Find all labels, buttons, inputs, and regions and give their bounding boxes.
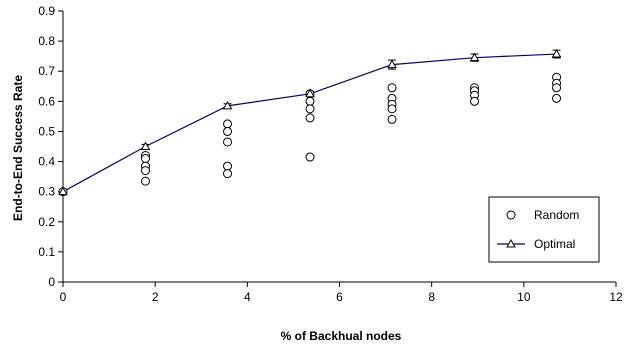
legend-box <box>488 196 600 263</box>
legend-marker-optimal <box>506 238 516 248</box>
optimal-point <box>551 49 562 58</box>
legend-label-optimal: Optimal <box>534 237 575 251</box>
x-axis-title: % of Backhual nodes <box>281 329 402 343</box>
y-tick-label: 0.2 <box>38 215 55 229</box>
y-tick-label: 0.5 <box>38 124 55 138</box>
y-tick-label: 0.9 <box>38 4 55 18</box>
random-point <box>140 166 150 176</box>
optimal-point <box>387 59 397 69</box>
legend-label-random: Random <box>534 208 579 222</box>
y-tick-label: 0.7 <box>38 64 55 78</box>
x-tick-label: 10 <box>517 290 531 304</box>
legend-marker-random <box>506 210 516 220</box>
random-point <box>552 83 562 93</box>
random-point <box>387 114 397 124</box>
random-point <box>223 137 233 147</box>
random-point <box>305 152 315 162</box>
optimal-point <box>222 100 233 110</box>
x-tick-label: 8 <box>428 290 435 304</box>
axes: 0 0.1 0.2 0.3 0.4 0.5 0.6 0.7 0.8 0.9 0 2 4 6 8 10 12 <box>38 4 623 304</box>
random-point <box>223 126 233 136</box>
y-axis-title: End-to-End Success Rate <box>11 75 25 221</box>
random-point <box>223 119 233 129</box>
y-tick-label: 0.6 <box>38 94 55 108</box>
x-tick-label: 4 <box>244 290 251 304</box>
x-tick-label: 12 <box>609 290 623 304</box>
optimal-point <box>58 186 68 196</box>
x-tick-label: 2 <box>152 290 159 304</box>
x-tick-label: 6 <box>336 290 343 304</box>
y-tick-label: 0.3 <box>38 185 55 199</box>
random-point <box>552 93 562 103</box>
series-line-optimal <box>62 53 557 193</box>
random-point <box>387 104 397 114</box>
random-point <box>305 96 315 106</box>
random-point <box>470 96 480 106</box>
random-point <box>305 113 315 123</box>
y-tick-label: 0.1 <box>38 245 55 259</box>
plot-marks <box>58 49 562 197</box>
optimal-point <box>140 141 151 150</box>
random-point <box>305 104 315 114</box>
legend: Random Optimal <box>488 196 600 263</box>
random-point <box>140 176 150 186</box>
y-tick-label: 0.8 <box>38 34 55 48</box>
optimal-point <box>305 88 315 98</box>
random-point <box>140 154 150 164</box>
random-point <box>223 169 233 179</box>
y-tick-label: 0 <box>48 275 55 289</box>
y-tick-label: 0.4 <box>38 155 55 169</box>
x-tick-label: 0 <box>60 290 67 304</box>
optimal-point <box>469 52 480 62</box>
random-point <box>223 161 233 171</box>
random-point <box>387 83 397 93</box>
